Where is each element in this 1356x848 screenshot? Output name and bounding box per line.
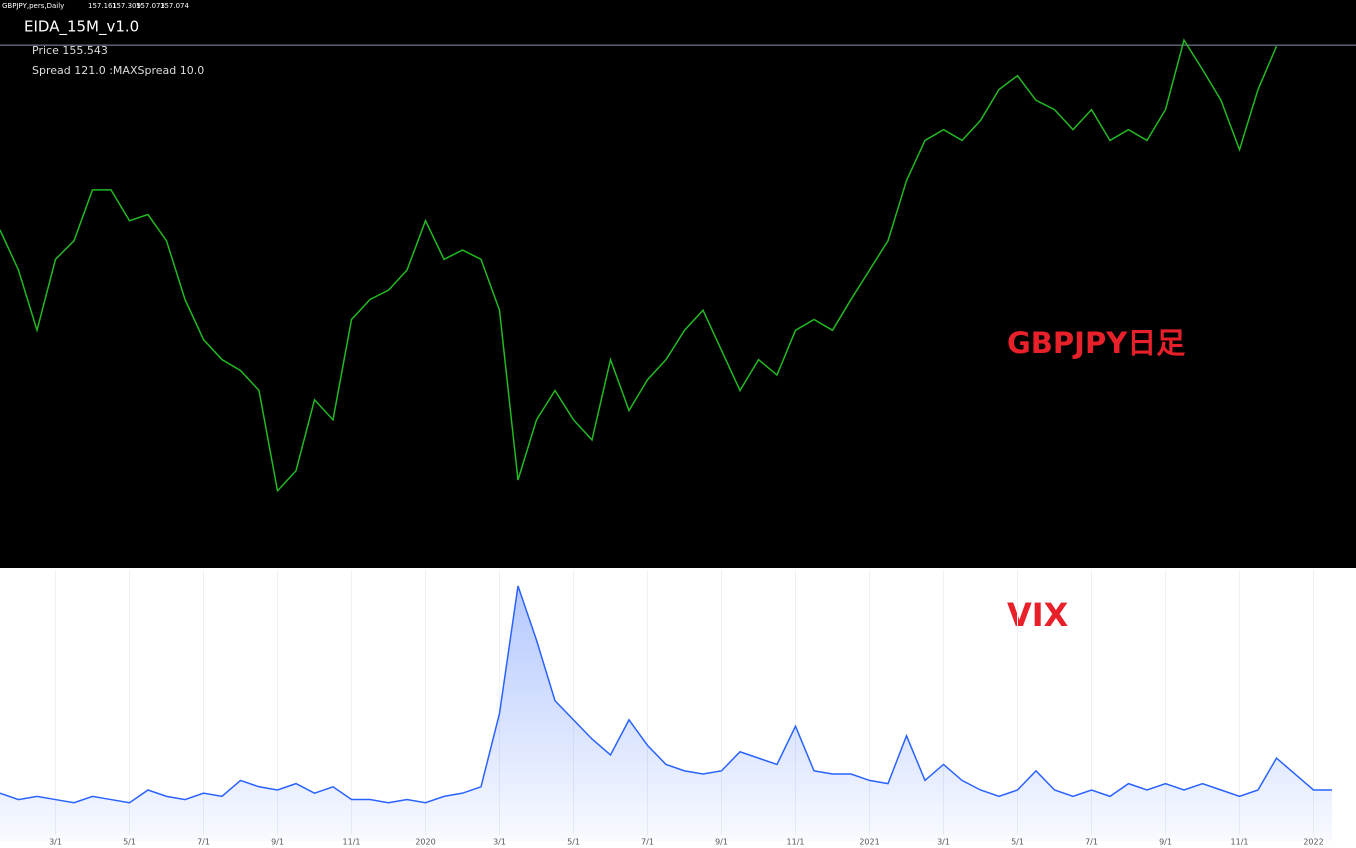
price-line (0, 38, 1278, 493)
vix-title: VIX (1007, 596, 1069, 634)
x-tick-label: 5/1 (1011, 838, 1024, 847)
ohlc-value: 157.074 (160, 2, 189, 10)
x-tick-label: 11/1 (787, 838, 805, 847)
vix-line (0, 585, 1332, 804)
x-tick-label: 9/1 (1159, 838, 1172, 847)
x-tick-label: 5/1 (123, 838, 136, 847)
price-text: Price 155.543 (32, 44, 108, 57)
x-tick-label: 2021 (859, 838, 879, 847)
symbol-title: GBPJPY,pers,Daily (2, 2, 64, 10)
x-tick-label: 7/1 (1085, 838, 1098, 847)
x-tick-label: 7/1 (641, 838, 654, 847)
spread-text: Spread 121.0 :MAXSpread 10.0 (32, 64, 204, 77)
x-tick-label: 5/1 (567, 838, 580, 847)
x-tick-label: 11/1 (1231, 838, 1249, 847)
price-panel (0, 0, 1356, 568)
x-tick-label: 3/1 (937, 838, 950, 847)
x-tick-label: 11/1 (343, 838, 361, 847)
x-tick-label: 3/1 (493, 838, 506, 847)
price-label: GBPJPY日足 (1007, 326, 1185, 360)
x-tick-label: 2022 (1303, 838, 1323, 847)
ea-name: EIDA_15M_v1.0 (24, 18, 139, 37)
ohlc-value: 157.161 (88, 2, 117, 10)
ohlc-value: 157.073 (136, 2, 165, 10)
ohlc-value: 157.309 (112, 2, 141, 10)
x-tick-label: 9/1 (715, 838, 728, 847)
x-tick-label: 3/1 (49, 838, 62, 847)
x-tick-label: 9/1 (271, 838, 284, 847)
vix-area (0, 585, 1332, 841)
x-tick-label: 2020 (415, 838, 435, 847)
x-tick-label: 7/1 (197, 838, 210, 847)
